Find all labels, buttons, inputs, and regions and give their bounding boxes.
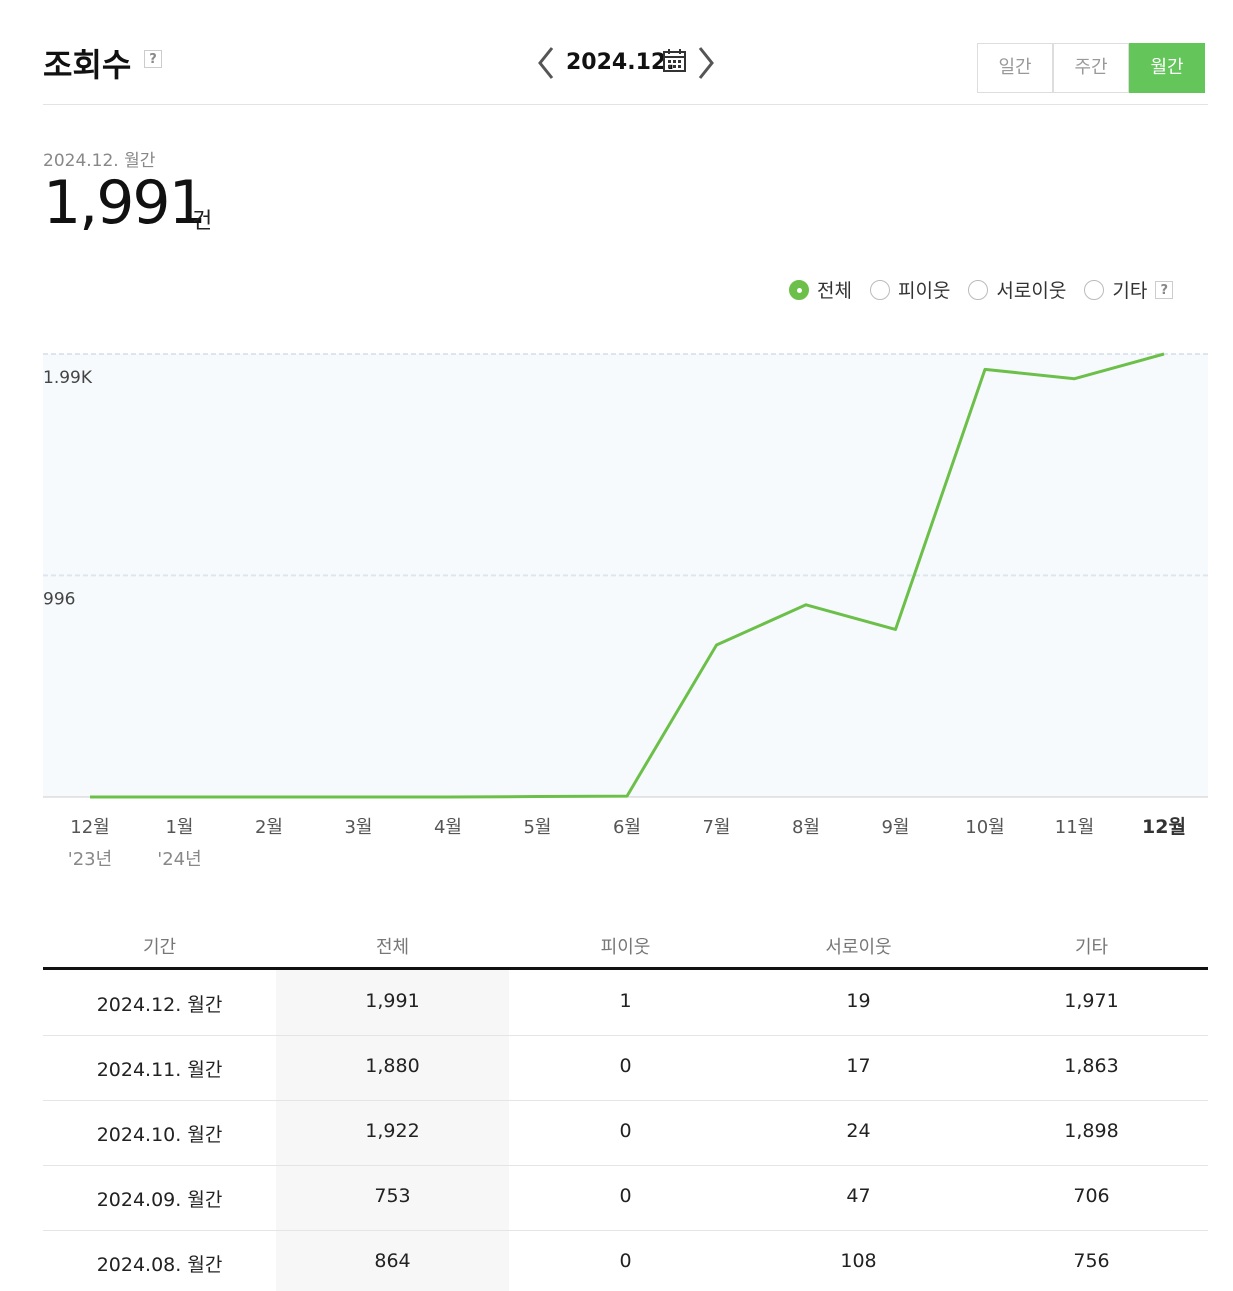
total-value: 1,991: [43, 168, 207, 238]
x-tick-label: 2월: [255, 817, 283, 838]
unit: 건: [192, 209, 213, 234]
calendar-icon[interactable]: [662, 48, 688, 74]
filter-label[interactable]: 전체: [817, 280, 852, 302]
cell: 17: [846, 1055, 871, 1077]
x-tick-label: 5월: [523, 817, 551, 838]
cell: 1,880: [365, 1055, 420, 1077]
cell: 1,922: [365, 1120, 420, 1142]
cell: 706: [1073, 1185, 1110, 1207]
x-tick-label: 4월: [434, 817, 462, 838]
divider: [43, 104, 1208, 105]
radio[interactable]: [1084, 279, 1105, 300]
cell: 1,863: [1064, 1055, 1119, 1077]
column-header: 기타: [1074, 937, 1109, 958]
x-tick-label: 10월: [965, 817, 1004, 838]
x-tick-label: 11월: [1055, 817, 1094, 838]
row-divider: [43, 1165, 1208, 1166]
x-tick-label: 3월: [344, 817, 372, 838]
y-tick-label: 996: [43, 589, 75, 609]
tab[interactable]: 주간: [1053, 43, 1129, 93]
column-header: 전체: [375, 937, 410, 958]
x-tick-label: 12월: [70, 817, 109, 838]
cell: 2024.08. 월간: [96, 1254, 223, 1276]
x-tick-label: 9월: [881, 817, 909, 838]
next-arrow[interactable]: [692, 42, 722, 82]
help-icon[interactable]: ?: [1155, 280, 1174, 299]
y-tick-label: 1.99K: [43, 368, 93, 388]
year-label: '24년: [157, 849, 201, 870]
radio[interactable]: [968, 279, 989, 300]
cell: 2024.11. 월간: [96, 1059, 223, 1081]
column-header: 서로이웃: [825, 937, 892, 958]
radio[interactable]: [869, 279, 890, 300]
cell: 2024.12. 월간: [96, 994, 223, 1016]
filter-label[interactable]: 서로이웃: [996, 280, 1067, 302]
prev-arrow[interactable]: [530, 42, 560, 82]
chart: 1.99K 996 12월 '23년 1월 '24년 2월 3월 4월 5월 6월 7월 8월 9월 10월…: [43, 352, 1208, 870]
plot-bg: [43, 354, 1208, 797]
title: 조회수: [43, 46, 132, 84]
x-tick-label: 7월: [702, 817, 730, 838]
row-divider: [43, 1035, 1208, 1036]
row-divider: [43, 1100, 1208, 1101]
x-tick-label: 6월: [613, 817, 641, 838]
x-tick-label: 12월: [1142, 816, 1186, 838]
line: [90, 352, 1165, 799]
header-rule: [43, 967, 1208, 970]
cell: 24: [846, 1120, 871, 1142]
cell: 864: [374, 1250, 411, 1272]
x-tick-label: 1월: [165, 817, 193, 838]
x-tick-label: 8월: [792, 817, 820, 838]
cell: 1,898: [1064, 1120, 1119, 1142]
filters: 전체 피이웃 서로이웃 기타?: [789, 276, 1174, 303]
column-header: 기간: [142, 937, 177, 958]
filter-label[interactable]: 기타: [1112, 280, 1148, 302]
row-divider: [43, 1230, 1208, 1231]
filter-label[interactable]: 피이웃: [897, 280, 951, 302]
radio[interactable]: [789, 279, 809, 300]
cell: 0: [619, 1250, 632, 1272]
cell: 1: [619, 990, 632, 1012]
date: 2024.12.: [566, 50, 675, 75]
cell: 756: [1073, 1250, 1110, 1272]
period: 2024.12. 월간: [43, 151, 156, 171]
cell: 1,991: [365, 990, 420, 1012]
help-icon[interactable]: ?: [144, 50, 162, 68]
cell: 753: [374, 1185, 411, 1207]
cell: 19: [846, 990, 871, 1012]
cell: 2024.10. 월간: [96, 1124, 223, 1146]
cell: 1,971: [1064, 990, 1119, 1012]
year-label: '23년: [68, 849, 112, 870]
tab[interactable]: 일간: [977, 43, 1053, 93]
cell: 0: [619, 1185, 632, 1207]
cell: 47: [846, 1185, 871, 1207]
cell: 2024.09. 월간: [96, 1189, 223, 1211]
cell: 108: [840, 1250, 877, 1272]
cell: 0: [619, 1120, 632, 1142]
column-header: 피이웃: [600, 937, 651, 958]
cell: 0: [619, 1055, 632, 1077]
tab[interactable]: 월간: [1129, 43, 1205, 93]
column-highlight: [276, 970, 509, 1291]
